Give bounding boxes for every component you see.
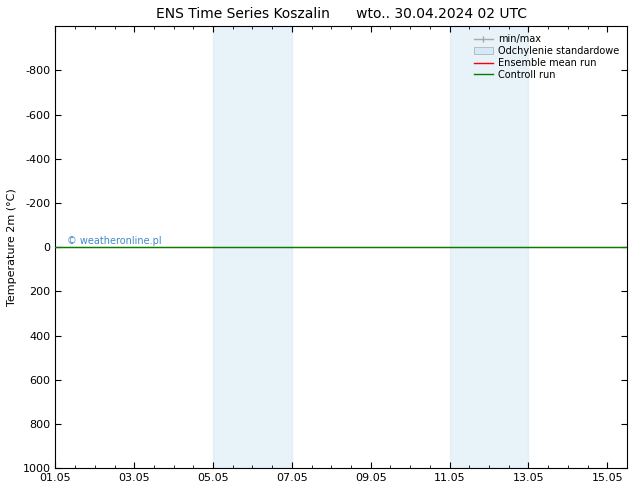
Y-axis label: Temperature 2m (°C): Temperature 2m (°C)	[7, 188, 17, 306]
Title: ENS Time Series Koszalin      wto.. 30.04.2024 02 UTC: ENS Time Series Koszalin wto.. 30.04.202…	[156, 7, 527, 21]
Text: © weatheronline.pl: © weatheronline.pl	[67, 236, 162, 246]
Legend: min/max, Odchylenie standardowe, Ensemble mean run, Controll run: min/max, Odchylenie standardowe, Ensembl…	[471, 31, 622, 83]
Bar	[213, 26, 292, 468]
Bar	[450, 26, 529, 468]
